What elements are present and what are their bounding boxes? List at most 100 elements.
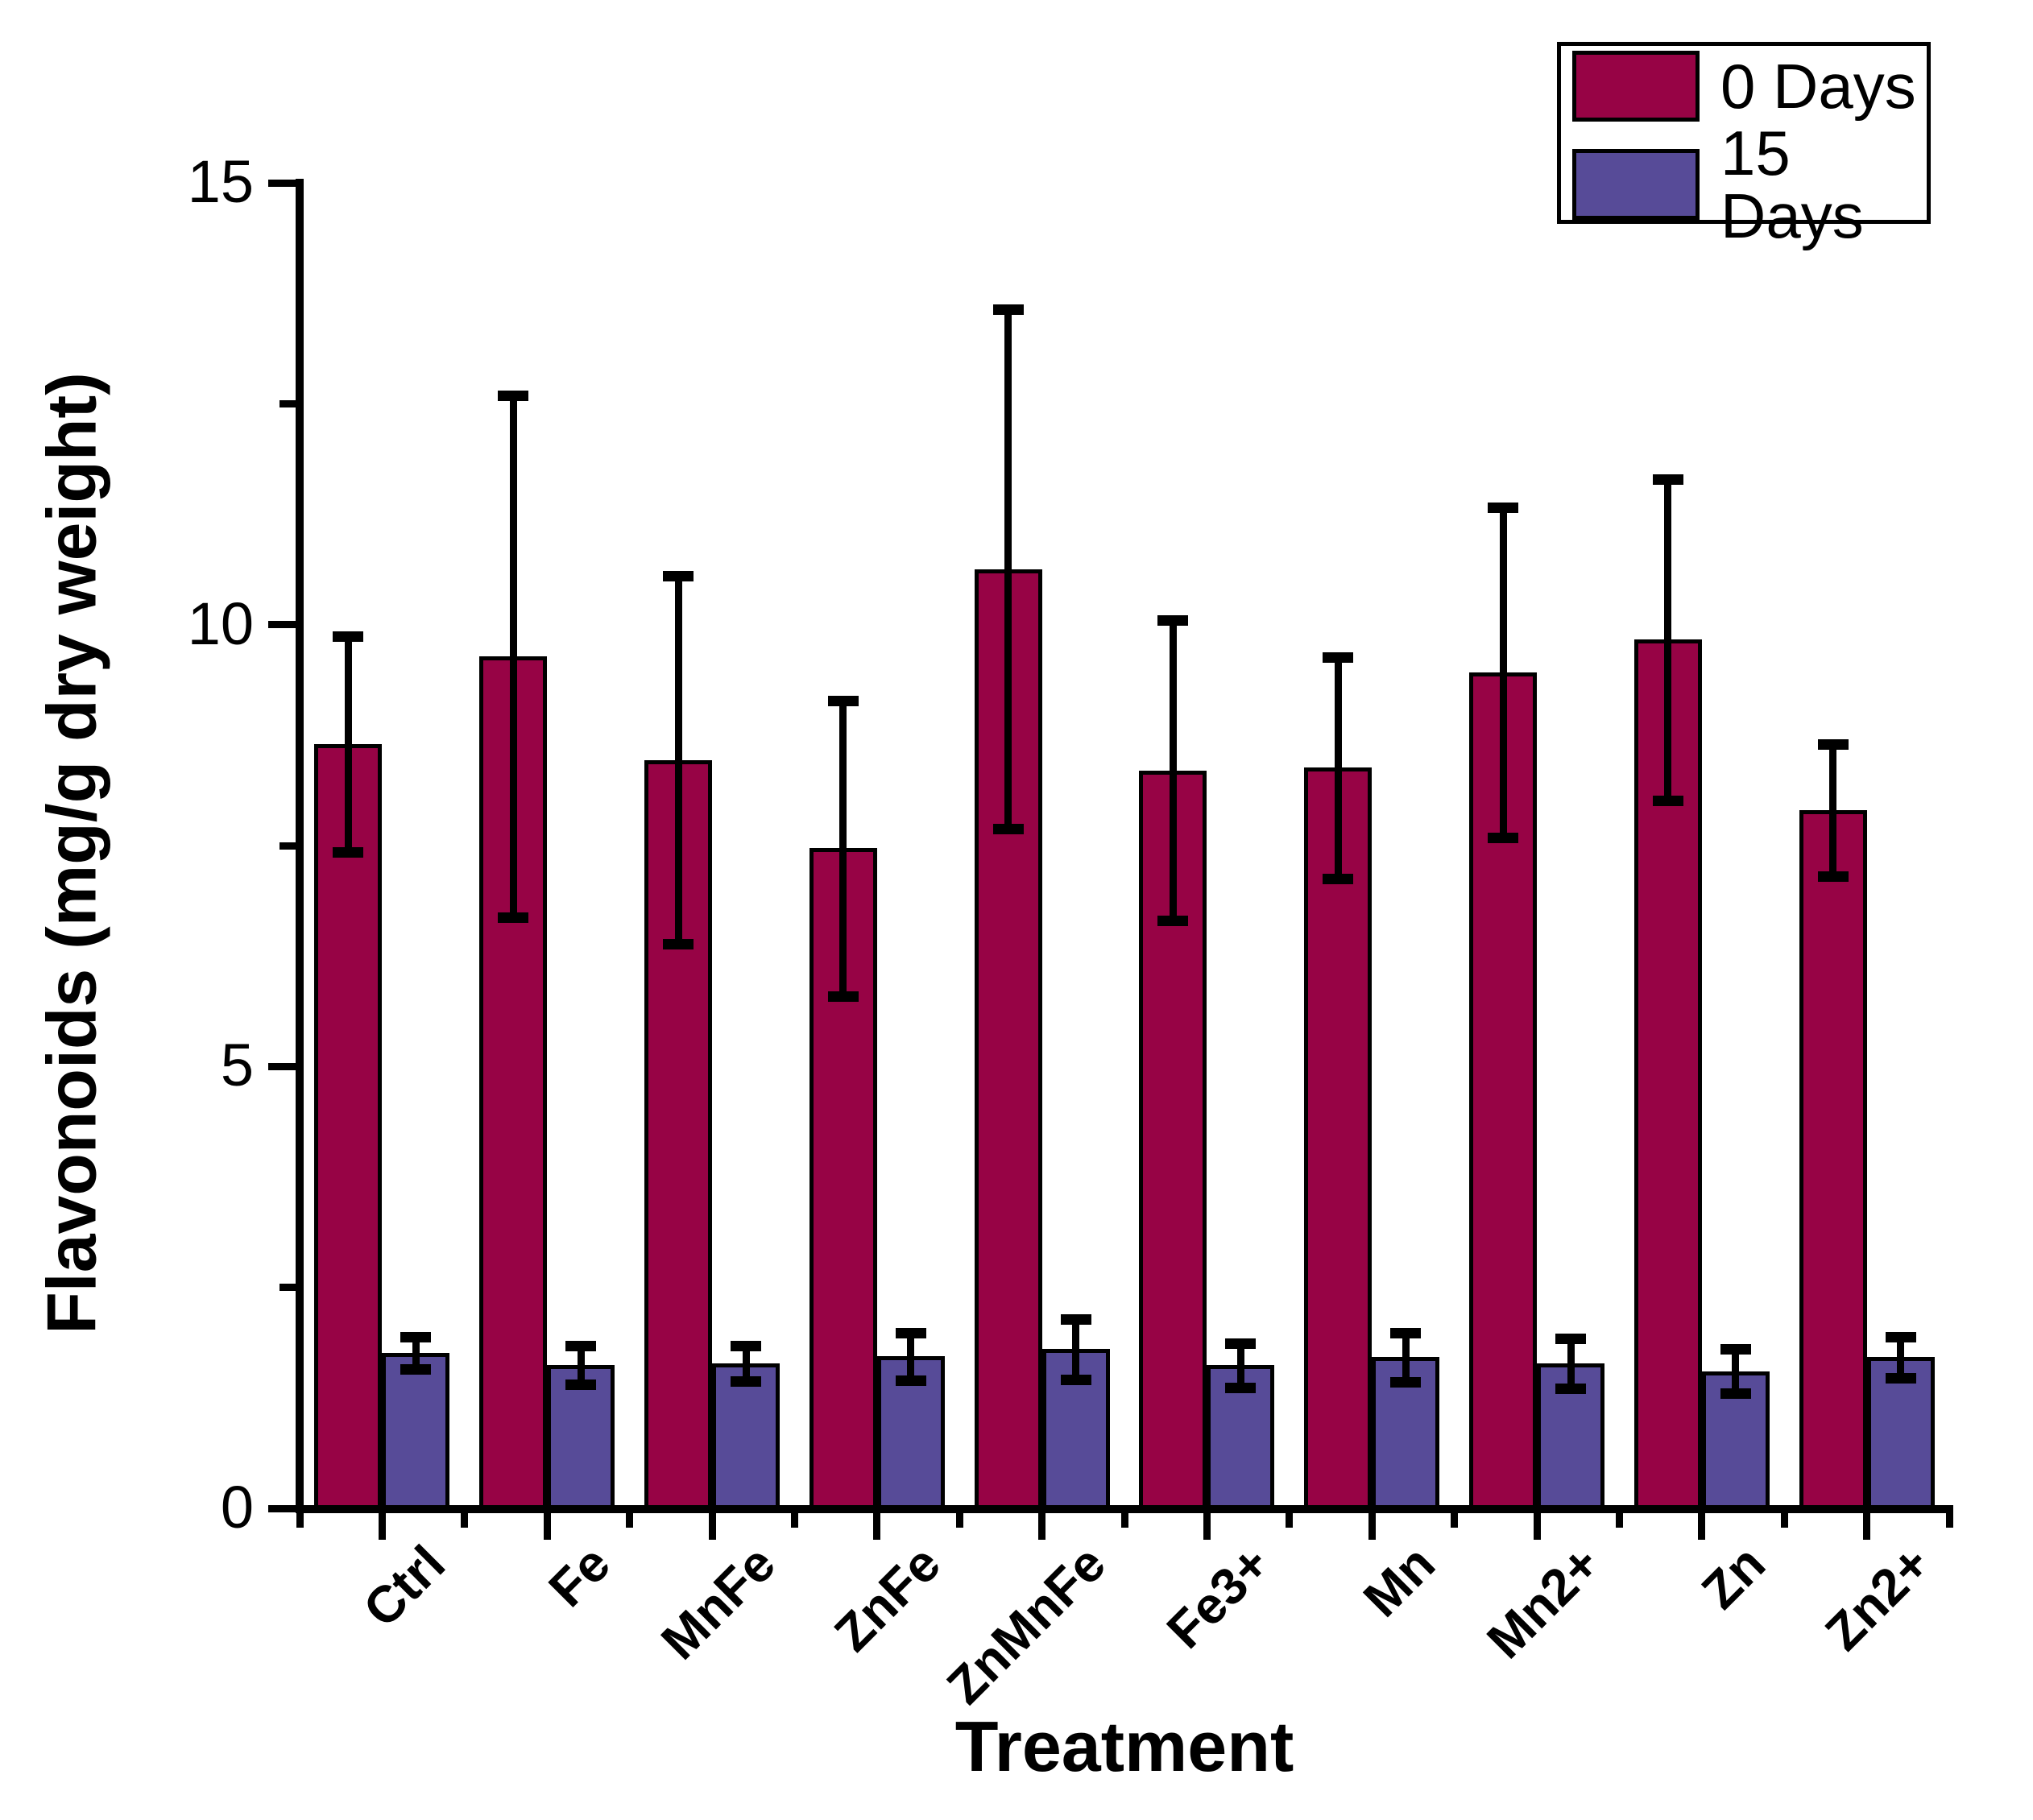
x-tick-label: Fe bbox=[537, 1534, 622, 1618]
error-bar-cap-top bbox=[1720, 1344, 1751, 1355]
error-bar-line bbox=[577, 1346, 585, 1385]
y-major-tick bbox=[268, 621, 296, 629]
error-bar-cap-top bbox=[1390, 1327, 1422, 1338]
error-bar-cap-bottom bbox=[895, 1375, 926, 1386]
error-bar-line bbox=[1169, 620, 1177, 921]
error-bar-line bbox=[1897, 1337, 1905, 1378]
legend-swatch-0Days bbox=[1572, 51, 1700, 122]
error-bar-line bbox=[907, 1332, 915, 1380]
error-bar-cap-bottom bbox=[565, 1379, 597, 1391]
legend-label: 15 Days bbox=[1720, 118, 1864, 251]
error-bar-line bbox=[412, 1337, 420, 1369]
x-minor-tick bbox=[1286, 1513, 1294, 1528]
y-minor-tick bbox=[279, 399, 296, 407]
x-minor-tick bbox=[790, 1513, 798, 1528]
error-bar-line bbox=[742, 1346, 750, 1381]
error-bar-cap-top bbox=[1225, 1338, 1257, 1349]
error-bar-line bbox=[509, 395, 517, 917]
error-bar-line bbox=[1829, 743, 1837, 877]
legend-box: 0 Days 15 Days bbox=[1557, 42, 1931, 247]
error-bar-cap-top bbox=[992, 304, 1024, 315]
error-bar-cap-bottom bbox=[400, 1363, 432, 1375]
error-bar-line bbox=[1664, 478, 1672, 801]
x-tick-label: Zn bbox=[1690, 1534, 1776, 1620]
x-major-tick bbox=[1698, 1513, 1706, 1540]
error-bar-cap-bottom bbox=[1390, 1377, 1422, 1388]
x-tick-label: ZnMnFe bbox=[935, 1534, 1116, 1715]
x-tick-label: Fe3+ bbox=[1156, 1534, 1281, 1660]
x-tick-label: ZnFe bbox=[822, 1534, 951, 1663]
error-bar-cap-bottom bbox=[992, 824, 1024, 835]
y-minor-tick bbox=[279, 842, 296, 850]
error-bar-cap-bottom bbox=[333, 846, 364, 858]
error-bar-line bbox=[1004, 308, 1012, 829]
bar-Mn-0Days bbox=[1304, 767, 1373, 1512]
x-major-tick bbox=[708, 1513, 716, 1540]
x-minor-tick bbox=[1945, 1513, 1953, 1528]
x-minor-tick bbox=[626, 1513, 634, 1528]
error-bar-line bbox=[839, 701, 847, 996]
bar-Ctrl-15Days bbox=[382, 1352, 450, 1512]
error-bar-cap-top bbox=[498, 391, 529, 402]
x-tick-label: Mn bbox=[1352, 1534, 1447, 1628]
error-bar-line bbox=[674, 576, 682, 944]
y-minor-tick bbox=[279, 1284, 296, 1292]
x-major-tick bbox=[1533, 1513, 1541, 1540]
y-tick-label: 10 bbox=[187, 589, 254, 657]
error-bar-cap-bottom bbox=[1323, 873, 1354, 884]
x-minor-tick bbox=[461, 1513, 469, 1528]
x-axis-line bbox=[296, 1505, 1953, 1513]
x-minor-tick bbox=[1451, 1513, 1459, 1528]
error-bar-cap-top bbox=[565, 1341, 597, 1352]
y-major-tick bbox=[268, 179, 296, 187]
error-bar-cap-top bbox=[895, 1327, 926, 1338]
x-major-tick bbox=[1038, 1513, 1046, 1540]
error-bar-cap-top bbox=[333, 631, 364, 642]
error-bar-line bbox=[1402, 1332, 1410, 1383]
error-bar-cap-bottom bbox=[1555, 1383, 1586, 1394]
error-bar-cap-bottom bbox=[827, 991, 859, 1002]
y-tick-label: 5 bbox=[220, 1032, 254, 1099]
x-minor-tick bbox=[1615, 1513, 1623, 1528]
error-bar-cap-top bbox=[731, 1341, 761, 1352]
y-axis-title: Flavonoids (mg/g dry weight) bbox=[33, 372, 111, 1334]
error-bar-cap-bottom bbox=[1720, 1388, 1751, 1400]
error-bar-line bbox=[1732, 1349, 1740, 1394]
error-bar-line bbox=[1499, 507, 1507, 838]
x-minor-tick bbox=[1120, 1513, 1128, 1528]
x-minor-tick bbox=[1780, 1513, 1788, 1528]
error-bar-cap-top bbox=[400, 1332, 432, 1343]
error-bar-cap-bottom bbox=[731, 1375, 761, 1387]
error-bar-cap-top bbox=[1060, 1314, 1091, 1326]
error-bar-cap-bottom bbox=[1225, 1382, 1257, 1393]
y-major-tick bbox=[268, 1504, 296, 1512]
legend-swatch-15Days bbox=[1572, 149, 1700, 220]
legend-label: 0 Days bbox=[1720, 51, 1916, 122]
error-bar-line bbox=[1334, 657, 1342, 879]
error-bar-cap-bottom bbox=[663, 938, 694, 949]
error-bar-cap-bottom bbox=[1885, 1372, 1916, 1384]
y-tick-label: 15 bbox=[187, 148, 254, 215]
x-tick-label: Zn2+ bbox=[1813, 1534, 1941, 1661]
error-bar-line bbox=[1567, 1338, 1575, 1388]
error-bar-cap-top bbox=[1555, 1334, 1586, 1345]
x-major-tick bbox=[543, 1513, 551, 1540]
x-major-tick bbox=[873, 1513, 881, 1540]
y-major-tick bbox=[268, 1062, 296, 1070]
x-tick-label: MnFe bbox=[650, 1534, 787, 1671]
error-bar-cap-bottom bbox=[1060, 1374, 1091, 1385]
error-bar-cap-bottom bbox=[1488, 833, 1518, 844]
error-bar-cap-top bbox=[1652, 474, 1683, 485]
error-bar-cap-bottom bbox=[1652, 796, 1683, 807]
x-major-tick bbox=[1203, 1513, 1211, 1540]
error-bar-cap-top bbox=[1885, 1332, 1916, 1343]
error-bar-cap-bottom bbox=[498, 912, 529, 923]
error-bar-cap-top bbox=[1323, 652, 1354, 664]
legend-item: 15 Days bbox=[1561, 122, 1927, 247]
error-bar-cap-top bbox=[1157, 615, 1189, 627]
bar-Zn2+-0Days bbox=[1799, 810, 1867, 1512]
y-axis-line bbox=[296, 179, 304, 1513]
error-bar-cap-bottom bbox=[1157, 916, 1189, 927]
